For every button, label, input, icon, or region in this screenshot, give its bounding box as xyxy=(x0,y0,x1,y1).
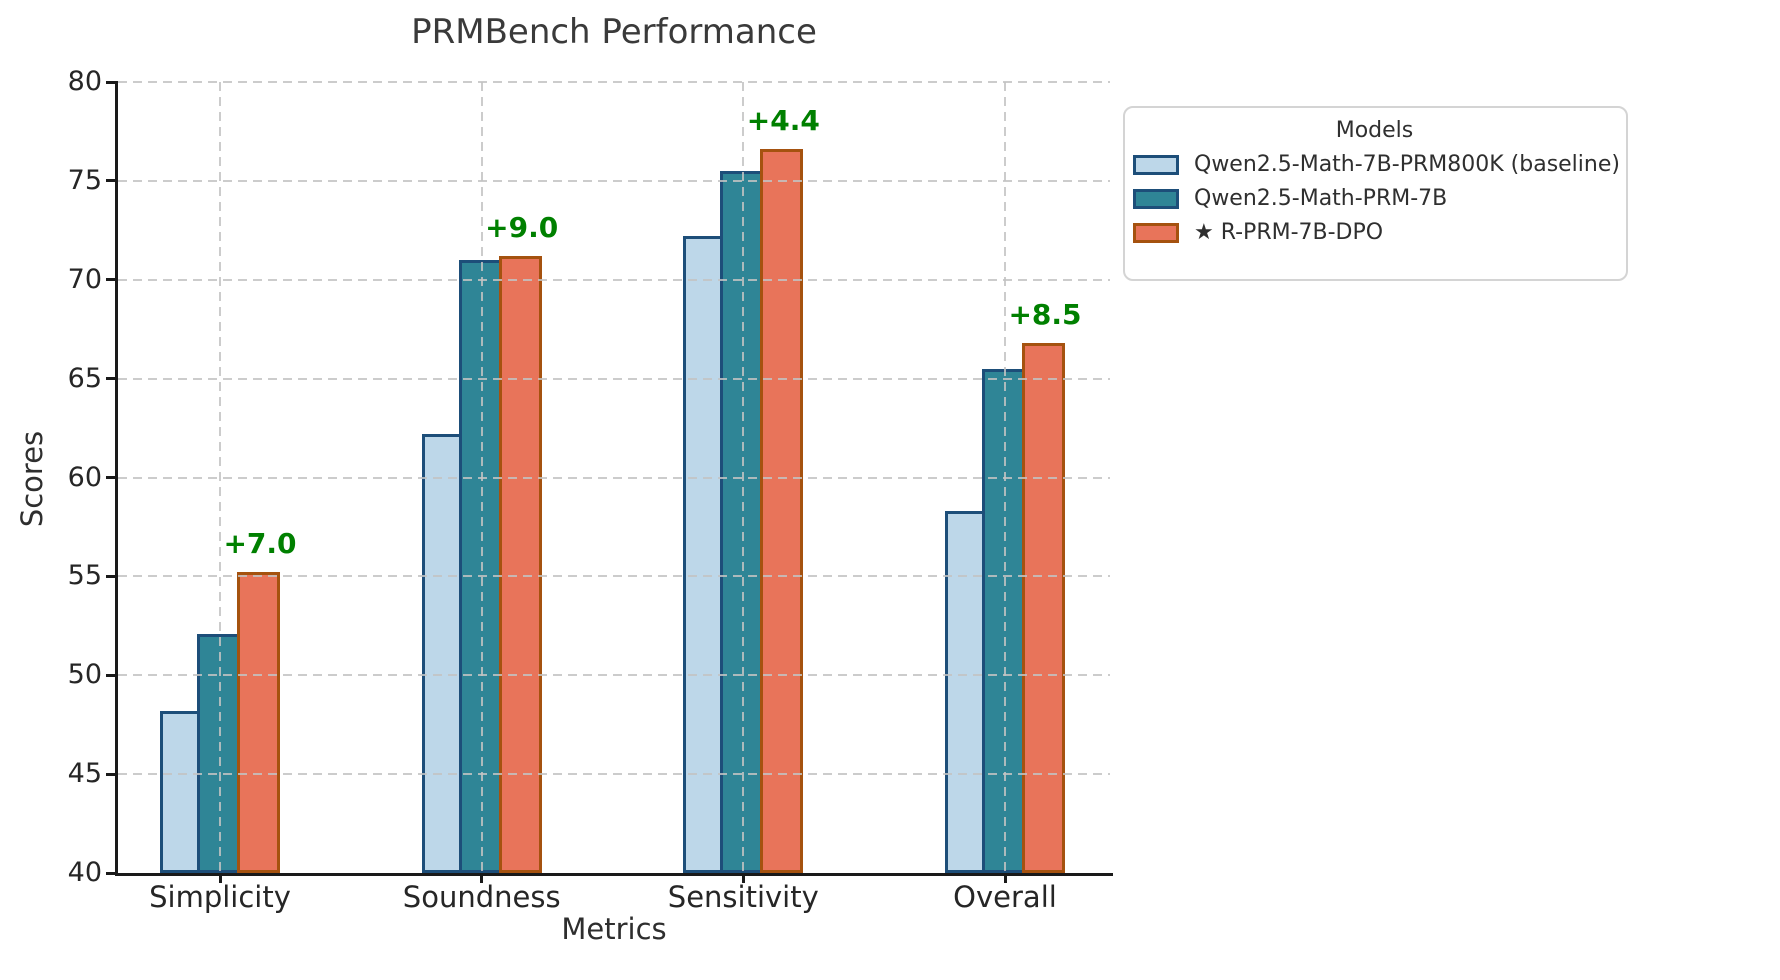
bar-series0-sensitivity xyxy=(683,236,724,873)
x-tick-mark-sensitivity xyxy=(741,873,745,883)
legend-swatch-baseline xyxy=(1133,154,1179,175)
x-tick-label-sensitivity: Sensitivity xyxy=(667,880,819,914)
plot-area: +7.0 +9.0 +4.4 +8.5 xyxy=(118,81,1110,873)
y-tick-mark-70 xyxy=(106,278,118,282)
x-tick-mark-soundness xyxy=(480,873,484,883)
y-tick-mark-80 xyxy=(106,80,118,84)
gridline-h-75 xyxy=(118,179,1110,182)
gridline-v-soundness xyxy=(480,82,483,873)
gridline-v-overall xyxy=(1004,82,1006,873)
y-tick-label-75: 75 xyxy=(67,164,102,196)
annotation-sensitivity: +4.4 xyxy=(746,104,820,138)
legend-item-qwen-prm: Qwen2.5-Math-PRM-7B xyxy=(1133,186,1616,211)
bar-series0-simplicity xyxy=(160,710,200,873)
bar-series0-soundness xyxy=(421,433,462,873)
legend-swatch-qwen-prm xyxy=(1133,188,1179,209)
legend-swatch-r-prm-dpo xyxy=(1133,222,1179,243)
x-tick-mark-overall xyxy=(1003,873,1007,883)
y-tick-label-45: 45 xyxy=(67,758,102,790)
bar-series1-soundness xyxy=(458,259,502,873)
gridline-h-65 xyxy=(118,377,1110,380)
legend-item-r-prm-dpo: ★ R-PRM-7B-DPO xyxy=(1133,220,1616,245)
y-tick-mark-50 xyxy=(106,673,118,677)
gridline-v-sensitivity xyxy=(742,82,745,873)
y-tick-label-55: 55 xyxy=(67,560,102,592)
gridline-h-45 xyxy=(118,773,1110,776)
y-tick-label-50: 50 xyxy=(67,659,102,691)
annotation-simplicity: +7.0 xyxy=(223,527,297,561)
legend-label-r-prm-dpo: ★ R-PRM-7B-DPO xyxy=(1194,220,1384,245)
gridline-h-70 xyxy=(118,278,1110,281)
gridline-h-50 xyxy=(118,674,1110,677)
y-tick-mark-60 xyxy=(106,476,118,479)
y-tick-mark-45 xyxy=(106,772,118,776)
y-tick-mark-75 xyxy=(106,179,118,183)
x-axis-label: Metrics xyxy=(561,912,667,946)
x-tick-label-simplicity: Simplicity xyxy=(149,880,291,914)
x-tick-mark-simplicity xyxy=(218,873,222,883)
y-tick-label-65: 65 xyxy=(67,362,102,394)
y-tick-mark-65 xyxy=(106,377,118,381)
legend-title: Models xyxy=(1335,118,1414,143)
x-tick-label-overall: Overall xyxy=(953,880,1057,914)
legend: Models Qwen2.5-Math-7B-PRM800K (baseline… xyxy=(1123,106,1628,281)
gridline-h-60 xyxy=(118,476,1110,479)
y-tick-mark-40 xyxy=(106,871,118,875)
bar-series2-soundness xyxy=(498,256,542,873)
y-tick-label-80: 80 xyxy=(67,66,102,97)
annotation-soundness: +9.0 xyxy=(485,211,559,245)
x-axis-spine xyxy=(115,873,1113,876)
y-tick-label-70: 70 xyxy=(67,263,102,295)
bar-series0-overall xyxy=(945,511,985,873)
bar-series2-overall xyxy=(1022,343,1065,873)
y-tick-label-40: 40 xyxy=(67,857,102,888)
x-tick-label-soundness: Soundness xyxy=(402,880,561,914)
y-tick-mark-55 xyxy=(106,574,118,578)
annotation-overall: +8.5 xyxy=(1008,298,1082,332)
gridline-v-simplicity xyxy=(219,82,221,873)
bar-series2-simplicity xyxy=(237,572,280,873)
y-axis-spine xyxy=(115,82,118,876)
bar-series2-sensitivity xyxy=(760,149,804,873)
legend-item-baseline: Qwen2.5-Math-7B-PRM800K (baseline) xyxy=(1133,152,1620,177)
legend-label-qwen-prm: Qwen2.5-Math-PRM-7B xyxy=(1194,186,1448,211)
gridline-h-80 xyxy=(118,81,1110,83)
chart-title: PRMBench Performance xyxy=(411,12,817,52)
legend-label-baseline: Qwen2.5-Math-7B-PRM800K (baseline) xyxy=(1194,152,1620,177)
y-tick-label-60: 60 xyxy=(67,461,102,493)
gridline-h-55 xyxy=(118,575,1110,578)
